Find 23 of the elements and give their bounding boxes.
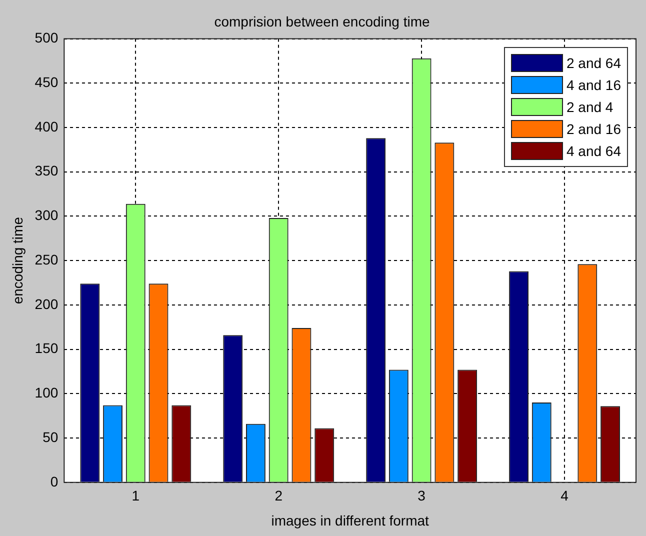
chart-title: comprision between encoding time <box>214 13 430 30</box>
x-tick-label: 2 <box>274 488 283 504</box>
x-axis-title: images in different format <box>271 512 430 528</box>
x-tick-label: 1 <box>132 488 140 504</box>
y-axis-title: encoding time <box>9 216 26 304</box>
legend-label: 4 and 64 <box>566 142 621 159</box>
legend-label: 2 and 4 <box>566 98 614 115</box>
y-tick-label: 300 <box>34 207 58 224</box>
legend-label: 2 and 16 <box>566 120 621 137</box>
x-tick-label: 4 <box>560 488 569 504</box>
legend-label: 2 and 64 <box>566 54 621 71</box>
y-tick-label: 250 <box>34 251 58 268</box>
y-tick-label: 50 <box>42 428 58 445</box>
y-tick-label: 350 <box>34 162 58 179</box>
legend-label: 4 and 16 <box>566 76 621 93</box>
y-tick-label: 500 <box>34 30 58 46</box>
y-tick-label: 150 <box>34 340 58 356</box>
y-tick-label: 450 <box>34 74 58 90</box>
x-tick-label: 3 <box>418 488 426 504</box>
y-tick-label: 200 <box>34 296 58 312</box>
y-tick-label: 400 <box>34 118 58 134</box>
y-tick-label: 100 <box>34 384 58 401</box>
y-tick-label: 0 <box>50 473 58 490</box>
